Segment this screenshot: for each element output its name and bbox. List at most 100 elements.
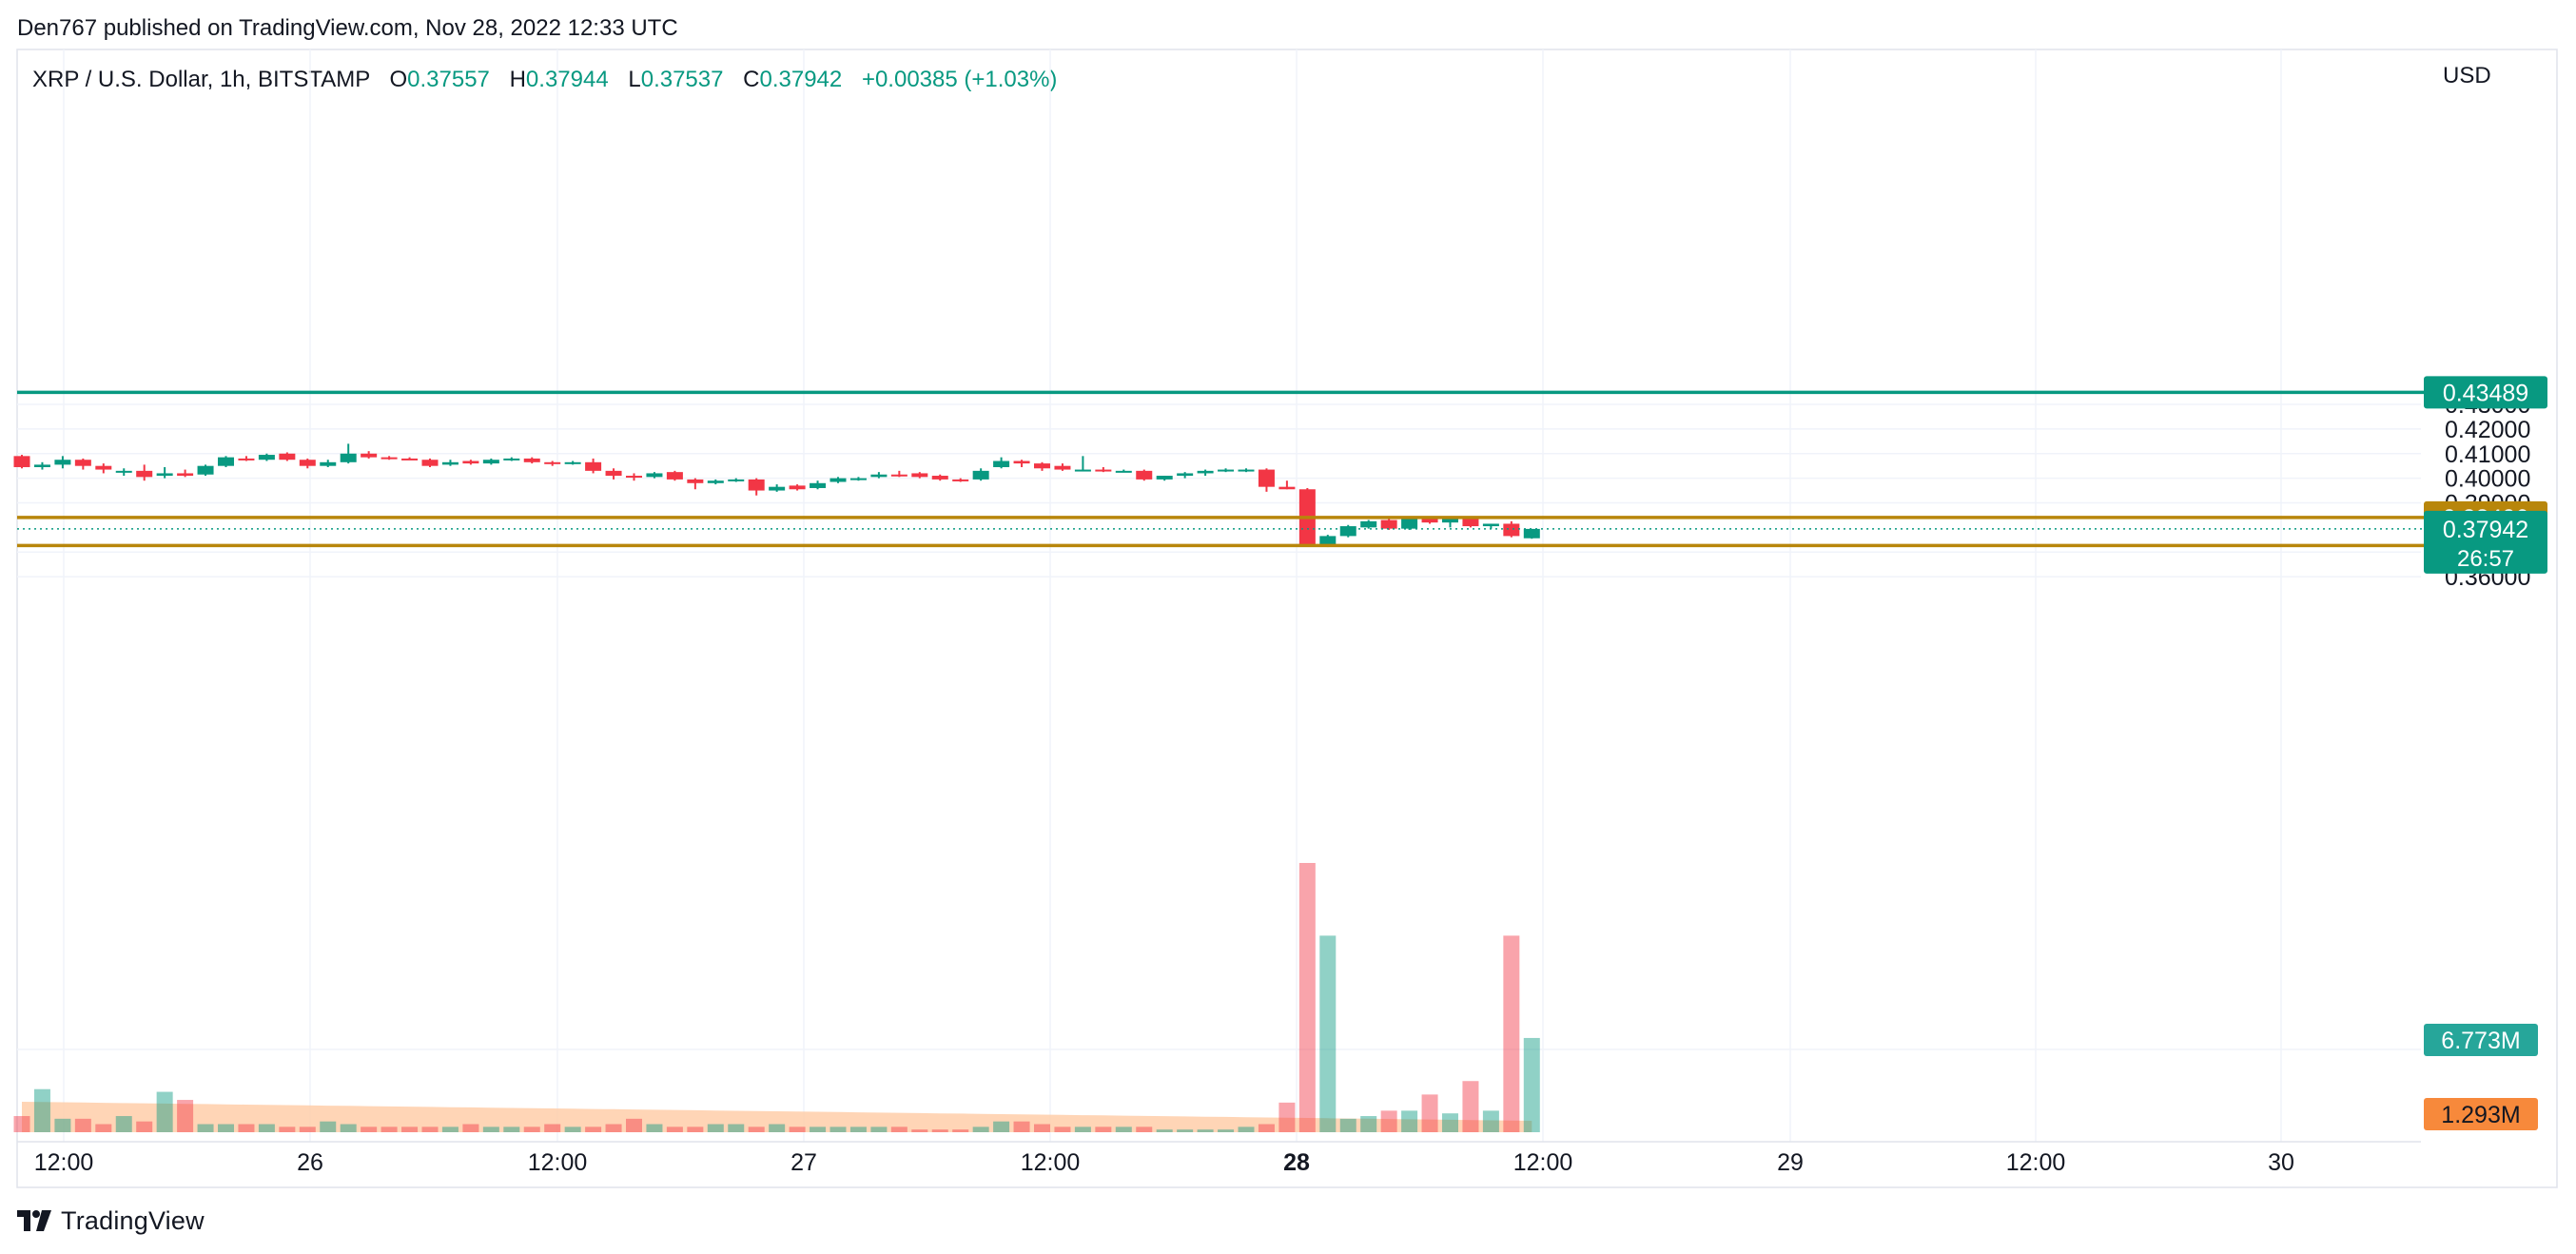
volume-ma-badge-bg: [2424, 1098, 2538, 1130]
candle: [931, 474, 948, 481]
time-tick-label: 30: [2268, 1149, 2294, 1176]
candle: [1034, 461, 1050, 471]
volume-badge-bg: [2424, 1024, 2538, 1056]
candle: [503, 457, 520, 461]
candle-body: [666, 472, 683, 480]
candle-body: [626, 476, 642, 479]
candle: [218, 456, 234, 467]
grid: [16, 49, 2558, 1188]
volume-bar: [810, 1127, 827, 1132]
candle: [1380, 519, 1397, 530]
volume-bar: [1298, 863, 1316, 1132]
candle: [279, 452, 296, 461]
candle: [544, 460, 561, 466]
candle-body: [748, 479, 765, 491]
candle-body: [1503, 523, 1520, 537]
volume-bar: [544, 1124, 561, 1132]
volume-bar: [911, 1129, 928, 1132]
countdown-badge: 26:57: [2457, 546, 2514, 572]
candle: [1136, 469, 1153, 481]
candle-body: [462, 460, 479, 464]
candle-body: [238, 458, 255, 460]
candle: [1360, 519, 1377, 529]
candle: [1482, 523, 1499, 529]
candle: [1013, 460, 1030, 467]
volume-bar: [626, 1118, 642, 1132]
volume-bar: [1197, 1129, 1214, 1132]
price-tick-label: 0.41000: [2445, 441, 2530, 468]
volume-bar: [931, 1129, 948, 1132]
volume-ma-badge: 1.293M: [2441, 1102, 2520, 1128]
symbol-label: XRP / U.S. Dollar, 1h, BITSTAMP: [32, 67, 370, 92]
currency-label: USD: [2443, 63, 2491, 88]
last-price-badge-bg: [2424, 510, 2547, 574]
candle: [1401, 518, 1418, 530]
candle-body: [993, 460, 1010, 467]
candle: [1054, 463, 1071, 471]
candle-body: [1482, 523, 1499, 527]
candle: [381, 456, 398, 460]
volume-bar: [401, 1127, 419, 1132]
candle-body: [1156, 476, 1173, 480]
candle-body: [1095, 469, 1112, 472]
time-tick-label: 27: [790, 1149, 817, 1176]
volume-bar: [952, 1129, 969, 1132]
candle: [952, 478, 969, 482]
candle: [299, 458, 316, 469]
volume-bar: [1115, 1127, 1132, 1132]
change-value: +0.00385 (+1.03%): [861, 67, 1058, 92]
candle-body: [1360, 520, 1377, 528]
candle-body: [585, 461, 602, 471]
candle-body: [564, 461, 581, 464]
candle: [523, 457, 540, 464]
volume-bar: [74, 1118, 91, 1132]
candle-body: [340, 453, 357, 462]
volume-bar: [849, 1127, 867, 1132]
candle-body: [1074, 469, 1091, 472]
candle: [769, 484, 786, 492]
candle-body: [707, 480, 724, 483]
candle: [136, 464, 153, 481]
tradingview-logo[interactable]: TradingView: [17, 1206, 205, 1235]
candle-body: [13, 456, 30, 467]
candle: [462, 460, 479, 465]
candle-body: [1013, 460, 1030, 464]
candle: [605, 468, 622, 480]
candle-body: [197, 465, 214, 475]
volume-bar: [1462, 1081, 1479, 1132]
volume-ma-area-fill: [22, 1102, 1532, 1132]
candle-body: [482, 460, 499, 464]
candle-body: [769, 486, 786, 491]
candle: [482, 458, 499, 465]
candle: [1115, 469, 1132, 473]
candle: [1462, 518, 1479, 528]
candle: [911, 472, 928, 479]
candle: [197, 464, 214, 477]
candle-body: [299, 460, 316, 466]
level-badge: 0.43489: [2443, 380, 2528, 406]
candle-body: [870, 474, 888, 478]
candles: [13, 443, 1540, 548]
volume-bar: [33, 1088, 50, 1132]
candle: [646, 472, 663, 479]
candle-body: [1421, 519, 1438, 523]
volume-bar: [156, 1091, 173, 1132]
chart-frame: [16, 49, 2558, 1188]
candle: [95, 463, 112, 474]
candle: [707, 479, 724, 485]
candle: [1278, 480, 1296, 490]
candle: [401, 457, 419, 460]
volume-bar: [1156, 1129, 1173, 1132]
price-badges: 0.434890.384060.372650.3794226:576.773M1…: [2424, 376, 2547, 1130]
candle-body: [1218, 469, 1235, 472]
volume-bar: [687, 1127, 704, 1132]
candle-body: [1401, 519, 1418, 529]
volume-bar: [523, 1127, 540, 1132]
candle: [626, 473, 642, 481]
candle-body: [687, 479, 704, 483]
candle-body: [401, 458, 419, 460]
volume-bar: [829, 1127, 847, 1132]
volume-bar: [707, 1124, 724, 1132]
candle-body: [849, 478, 867, 480]
